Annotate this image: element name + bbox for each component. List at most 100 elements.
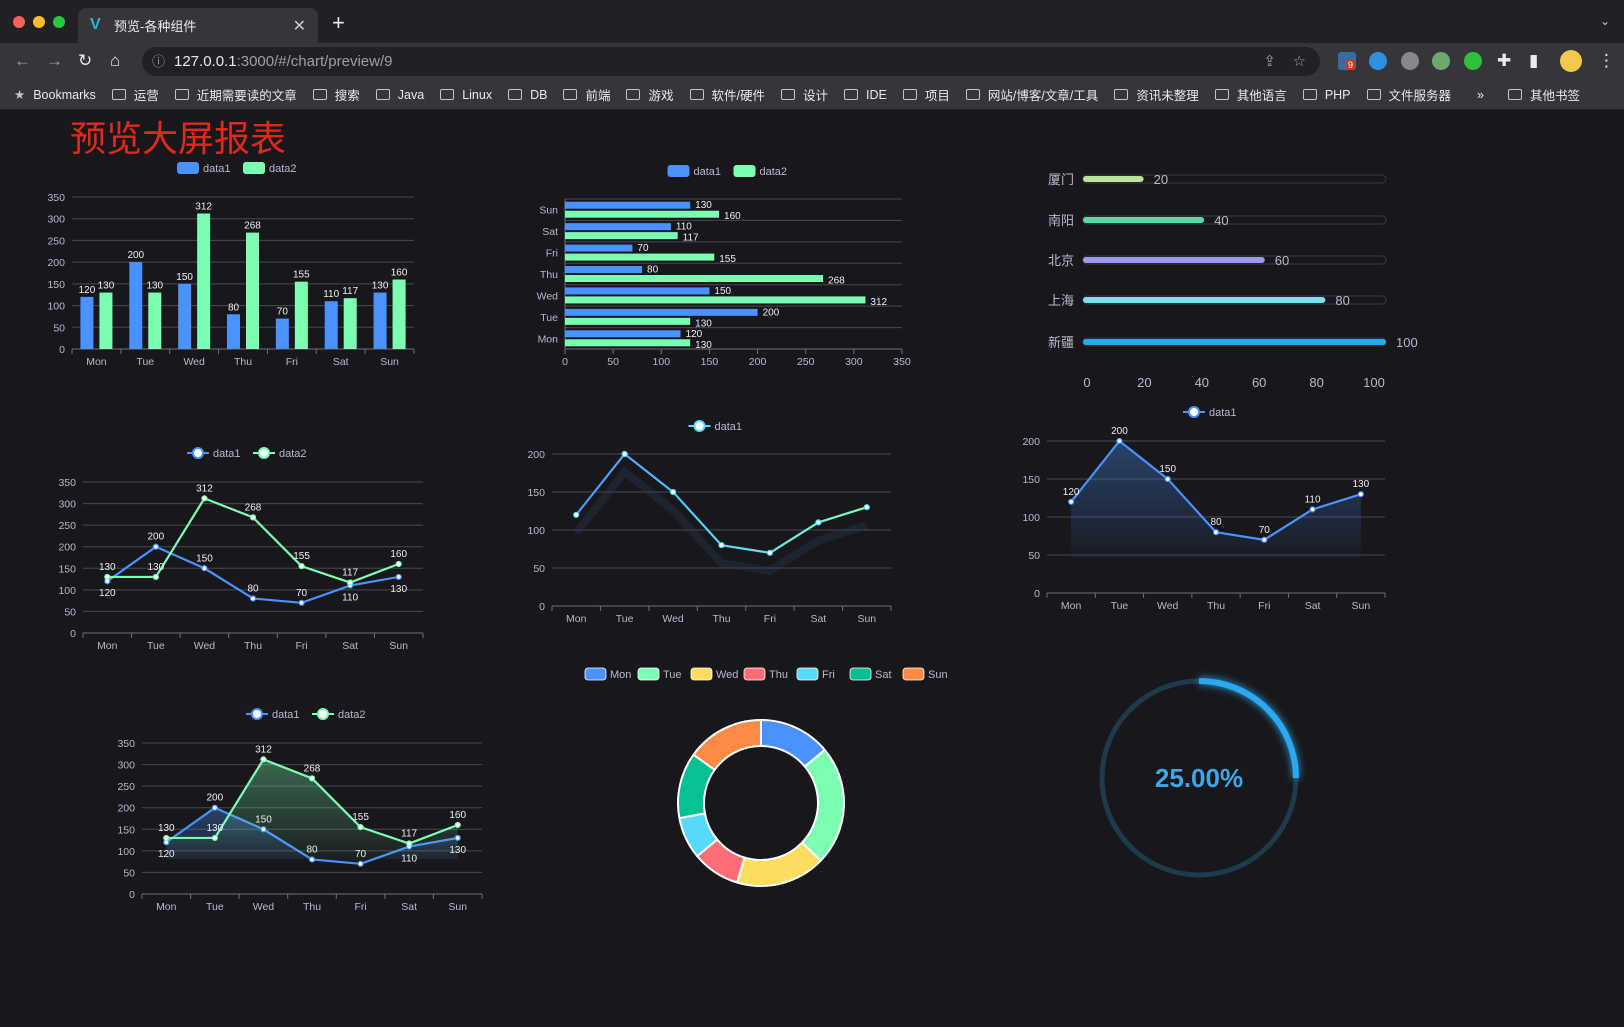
browser-tab[interactable]: V 预览-各种组件 ✕	[78, 8, 318, 43]
reload-icon[interactable]: ↻	[78, 51, 93, 70]
y-tick-label: 100	[1022, 512, 1040, 524]
bookmark-item[interactable]: DB	[508, 88, 547, 102]
legend-swatch-icon	[177, 162, 199, 174]
extension-icon[interactable]: 9	[1338, 52, 1356, 70]
data-label: 155	[719, 254, 736, 265]
folder-icon	[844, 89, 858, 100]
data-label: 117	[342, 568, 358, 579]
back-icon[interactable]: ←	[14, 51, 31, 70]
data-label: 130	[695, 200, 712, 211]
x-tick-label: Mon	[156, 901, 177, 913]
y-tick-label: Tue	[540, 312, 558, 324]
legend-label: data1	[203, 163, 231, 175]
bookmark-label: 其他书签	[1529, 89, 1580, 103]
bookmark-item[interactable]: 运营	[111, 85, 159, 104]
more-bookmarks-button[interactable]: »	[1477, 87, 1484, 102]
bookmark-label: 前端	[585, 89, 611, 103]
data-point	[347, 579, 354, 586]
bookmark-item[interactable]: PHP	[1302, 87, 1351, 102]
progress-fill	[1083, 297, 1326, 303]
minimize-window-button[interactable]	[33, 16, 45, 28]
y-tick-label: 300	[117, 760, 135, 772]
y-tick-label: 100	[117, 846, 135, 858]
bookmark-item[interactable]: 设计	[780, 85, 828, 104]
x-tick-label: Thu	[712, 613, 730, 625]
y-tick-label: 350	[58, 477, 76, 489]
bookmark-item[interactable]: 资讯未整理	[1114, 85, 1199, 104]
data-label: 120	[1063, 487, 1080, 498]
bar-data2	[565, 317, 691, 325]
forward-icon[interactable]: →	[46, 51, 63, 70]
maximize-window-button[interactable]	[53, 16, 65, 28]
menu-kebab-icon[interactable]: ⋮	[1598, 51, 1615, 70]
data-label: 200	[1111, 426, 1128, 437]
bar-data1	[324, 301, 338, 349]
home-icon[interactable]: ⌂	[110, 51, 121, 70]
legend-label: Fri	[822, 669, 835, 681]
other-bookmarks[interactable]: 其他书签	[1507, 85, 1580, 104]
legend-label: Thu	[769, 669, 788, 681]
bookmark-item[interactable]: IDE	[844, 88, 887, 102]
bookmark-item[interactable]: Linux	[440, 88, 492, 102]
y-tick-label: 50	[533, 563, 545, 575]
bookmark-label: Linux	[462, 87, 493, 102]
data-label: 117	[401, 829, 417, 840]
extension-icon[interactable]	[1464, 52, 1482, 70]
bar-data1	[129, 262, 143, 349]
bookmark-label: PHP	[1324, 87, 1351, 102]
bookmark-item[interactable]: 项目	[902, 85, 950, 104]
y-tick-label: 150	[117, 824, 135, 836]
legend-label: data1	[1209, 407, 1237, 419]
data-label: 130	[695, 318, 712, 329]
x-tick-label: 100	[653, 356, 671, 368]
extensions-puzzle-icon[interactable]: ✚	[1497, 51, 1512, 70]
site-info-icon[interactable]: ⓘ	[152, 54, 166, 69]
data-label: 312	[195, 202, 212, 213]
bookmark-item[interactable]: 其他语言	[1214, 85, 1287, 104]
extension-icon[interactable]	[1369, 52, 1387, 70]
data-label: 160	[390, 549, 407, 560]
legend-label: data1	[715, 421, 743, 433]
new-tab-icon[interactable]: +	[332, 10, 345, 35]
bookmark-item[interactable]: 软件/硬件	[689, 85, 765, 104]
side-panel-icon[interactable]: ▮	[1529, 51, 1539, 70]
x-tick-label: Sun	[1352, 600, 1371, 612]
y-tick-label: 150	[1022, 474, 1040, 486]
bookmark-item[interactable]: 近期需要读的文章	[174, 85, 297, 104]
bar-data2	[565, 275, 824, 282]
address-bar[interactable]: ⓘ 127.0.0.1:3000/#/chart/preview/9 ⇪ ☆	[142, 47, 1320, 76]
y-tick-label: 100	[47, 301, 65, 313]
profile-avatar[interactable]	[1560, 50, 1582, 72]
tab-search-chevron-icon[interactable]: ⌄	[1599, 14, 1610, 28]
bookmarks-bar: ★ Bookmarks 运营 近期需要读的文章 搜索 Java Linux DB 前端 游戏 软件/…	[0, 80, 1624, 110]
bookmark-item[interactable]: 网站/博客/文章/工具	[965, 85, 1098, 104]
x-tick-label: Fri	[1258, 600, 1270, 612]
y-tick-label: 0	[129, 889, 135, 901]
folder-icon	[1302, 89, 1317, 100]
legend-swatch-icon	[796, 667, 819, 681]
star-icon: ★	[14, 88, 26, 102]
extension-icon[interactable]	[1401, 52, 1419, 70]
y-tick-label: 350	[117, 738, 135, 750]
bookmark-item[interactable]: 文件服务器	[1366, 85, 1451, 104]
bookmark-item[interactable]: Java	[375, 88, 424, 102]
data-point	[815, 519, 822, 526]
x-tick-label: 20	[1137, 375, 1151, 390]
data-label: 130	[449, 845, 466, 856]
bookmark-item[interactable]: 搜索	[312, 85, 360, 104]
close-tab-icon[interactable]: ✕	[292, 18, 306, 35]
legend-label: Sun	[928, 669, 948, 681]
x-tick-label: Fri	[354, 901, 366, 913]
extension-icon[interactable]	[1432, 52, 1450, 70]
y-tick-label: 50	[1028, 550, 1040, 562]
folder-icon	[111, 89, 126, 100]
bookmark-item[interactable]: ★ Bookmarks	[14, 87, 96, 103]
data-label: 117	[683, 233, 699, 244]
bookmark-item[interactable]: 前端	[563, 85, 610, 104]
share-icon[interactable]: ⇪	[1263, 53, 1276, 70]
close-window-button[interactable]	[13, 16, 25, 28]
bookmark-star-icon[interactable]: ☆	[1292, 53, 1306, 70]
data-point	[201, 495, 208, 502]
bookmark-item[interactable]: 游戏	[626, 85, 674, 104]
y-tick-label: 250	[47, 235, 65, 247]
